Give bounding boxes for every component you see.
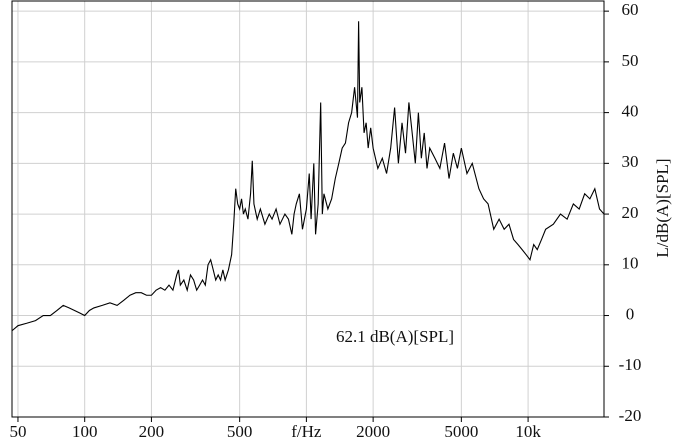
y-tick-label: 20 [622, 203, 639, 222]
y-tick-label: 50 [622, 51, 639, 70]
y-tick-label: 30 [622, 152, 639, 171]
y-tick-label: -10 [619, 355, 642, 374]
y-axis-label: L/dB(A)[SPL] [653, 158, 672, 257]
y-tick-label: -20 [619, 406, 642, 425]
spectrum-line [11, 21, 605, 332]
x-tick-label: 5000 [444, 422, 478, 441]
plot-frame [11, 0, 605, 418]
x-tick-label: 50 [9, 422, 26, 441]
x-tick-label: 10k [515, 422, 541, 441]
x-tick-label: f/Hz [291, 422, 322, 441]
x-tick-label: 100 [72, 422, 98, 441]
x-tick-label: 200 [139, 422, 165, 441]
y-tick-label: 10 [622, 254, 639, 273]
y-tick-label: 40 [622, 102, 639, 121]
x-tick-label: 500 [227, 422, 253, 441]
x-tick-label: 2000 [356, 422, 390, 441]
y-tick-label: 0 [626, 304, 635, 323]
annotation: 62.1 dB(A)[SPL] [336, 327, 454, 346]
y-tick-label: 60 [622, 0, 639, 19]
